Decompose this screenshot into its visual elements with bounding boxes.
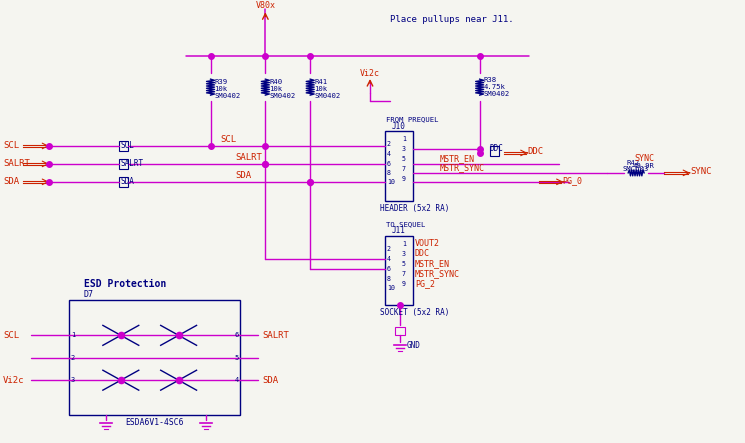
Text: 1: 1 [402, 241, 406, 247]
Bar [489, 146, 498, 156]
Text: 7: 7 [402, 271, 406, 276]
Text: 6: 6 [235, 332, 238, 338]
Text: J11: J11 [392, 226, 406, 235]
Text: 3: 3 [402, 146, 406, 152]
Text: 5: 5 [402, 156, 406, 162]
Text: FROM PREQUEL: FROM PREQUEL [386, 116, 439, 122]
Text: 2: 2 [71, 355, 75, 361]
Text: Vi2c: Vi2c [3, 376, 25, 385]
Text: SALRT: SALRT [262, 331, 289, 340]
Text: 5: 5 [235, 355, 238, 361]
Text: 9: 9 [402, 176, 406, 182]
Text: 2: 2 [387, 141, 391, 147]
Text: SMC603: SMC603 [622, 166, 648, 172]
Text: ESDA6V1-4SC6: ESDA6V1-4SC6 [125, 418, 184, 427]
Text: 1: 1 [402, 136, 406, 142]
Text: SDA: SDA [3, 177, 19, 187]
Text: SDA: SDA [235, 171, 252, 180]
Text: DDC: DDC [489, 144, 504, 153]
Text: 4: 4 [235, 377, 238, 383]
Text: PG_2: PG_2 [415, 279, 435, 288]
Text: 8: 8 [387, 276, 391, 282]
Text: SDA: SDA [121, 177, 135, 187]
Bar [385, 236, 413, 305]
Text: 6: 6 [387, 265, 391, 272]
Bar [118, 177, 128, 187]
Text: R39
10k
SM0402: R39 10k SM0402 [215, 79, 241, 99]
Text: SDA: SDA [262, 376, 279, 385]
Text: SCL: SCL [3, 141, 19, 151]
Text: SYNC: SYNC [634, 155, 654, 163]
Text: Place pullups near J11.: Place pullups near J11. [390, 15, 513, 24]
Bar [118, 141, 128, 151]
Text: 2: 2 [387, 245, 391, 252]
Text: 10: 10 [387, 285, 395, 291]
Text: SCL: SCL [3, 331, 19, 340]
Text: 6: 6 [387, 161, 391, 167]
Bar [385, 131, 413, 201]
Text: SCL: SCL [121, 141, 135, 151]
Text: MSTR_SYNC: MSTR_SYNC [415, 269, 460, 278]
Bar [118, 159, 128, 169]
Text: SALRT: SALRT [121, 159, 144, 168]
Text: 4: 4 [387, 151, 391, 157]
Text: R38
4.75k
SM0402: R38 4.75k SM0402 [484, 77, 510, 97]
Text: VOUT2: VOUT2 [415, 239, 440, 248]
Text: V80x: V80x [256, 1, 276, 10]
Text: MSTR_EN: MSTR_EN [440, 155, 475, 163]
Text: Vi2c: Vi2c [360, 69, 380, 78]
Text: 4: 4 [387, 256, 391, 262]
Text: DDC: DDC [527, 148, 544, 156]
Text: ESD Protection: ESD Protection [84, 279, 166, 288]
Text: MSTR_SYNC: MSTR_SYNC [440, 163, 485, 172]
Text: 49.9R: 49.9R [633, 163, 654, 169]
Text: GND: GND [407, 341, 421, 350]
Text: 3: 3 [402, 251, 406, 256]
Text: 3: 3 [71, 377, 75, 383]
Text: MSTR_EN: MSTR_EN [415, 259, 450, 268]
Text: R40
10k
SM0402: R40 10k SM0402 [270, 79, 296, 99]
Text: TO SEQUEL: TO SEQUEL [386, 221, 425, 227]
Text: 1: 1 [71, 332, 75, 338]
Text: PG_0: PG_0 [562, 176, 583, 185]
Text: SYNC: SYNC [690, 167, 711, 176]
Bar [395, 327, 405, 335]
Text: D7: D7 [84, 290, 94, 299]
Text: 10: 10 [387, 179, 395, 185]
Text: HEADER (5x2 RA): HEADER (5x2 RA) [380, 204, 449, 213]
Text: J10: J10 [392, 121, 406, 131]
Text: SCL: SCL [221, 136, 237, 144]
Text: DDC: DDC [415, 249, 430, 258]
Text: SALRT: SALRT [235, 153, 262, 163]
Text: 5: 5 [402, 260, 406, 267]
Text: R41
10k
SM0402: R41 10k SM0402 [314, 79, 340, 99]
Text: R42: R42 [627, 160, 639, 166]
Text: 7: 7 [402, 166, 406, 172]
Text: SOCKET (5x2 RA): SOCKET (5x2 RA) [380, 308, 449, 317]
Text: 9: 9 [402, 280, 406, 287]
Text: SALRT: SALRT [3, 159, 30, 168]
Bar [69, 300, 241, 415]
Text: 8: 8 [387, 170, 391, 176]
